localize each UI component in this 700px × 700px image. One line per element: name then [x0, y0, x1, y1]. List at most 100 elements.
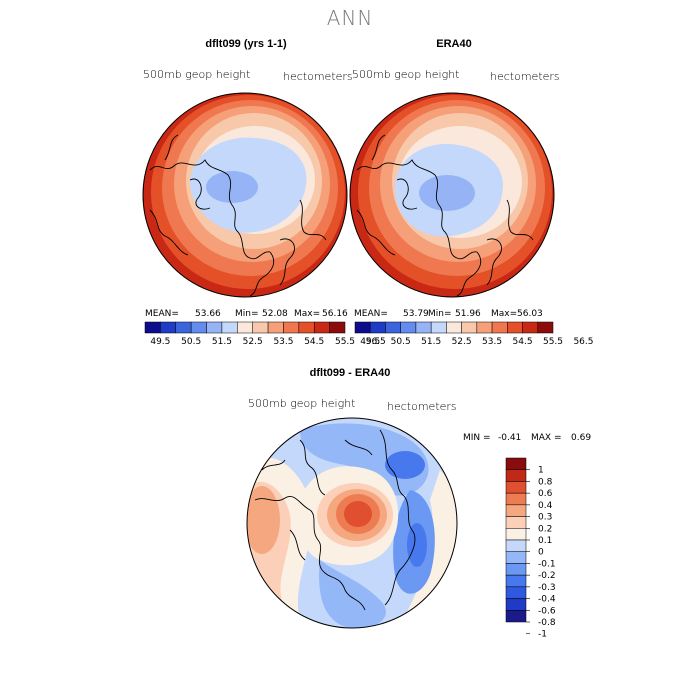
panel2-max-value: 56.03: [517, 309, 543, 319]
page-title: ANN: [326, 6, 374, 30]
colorbar-1-swatch: [537, 321, 554, 334]
map-boundary-2: [349, 92, 555, 298]
contour-band-8: [419, 175, 475, 211]
coastlines-3: [254, 429, 416, 611]
panel1-mean-label: MEAN=: [145, 309, 179, 319]
colorbar-1-swatch: [491, 321, 508, 334]
colorbar-2-swatch: [505, 492, 527, 506]
map-boundary-3: [246, 417, 458, 629]
colorbar-0-tick-label: 54.5: [304, 337, 324, 347]
panel3-units-label: hectometers: [387, 400, 457, 413]
colorbar-0-tick-label: 51.5: [212, 337, 232, 347]
colorbar-1-swatch: [507, 321, 523, 334]
colorbar-2-tick-label: -0.3: [538, 583, 556, 593]
colorbar-0-tick-label: 56.5: [366, 337, 386, 347]
colorbar-2-swatch: [505, 516, 527, 529]
colorbar-2-tick-label: -1: [538, 630, 547, 640]
contour-band-8: [206, 171, 258, 203]
colorbar-2-tick-label: -0.4: [538, 595, 556, 605]
panel3-min-label: MIN =: [463, 433, 491, 443]
colorbar-1-tick-label: 54.5: [513, 337, 533, 347]
colorbar-2-tick-label: 0.2: [538, 524, 552, 534]
colorbar-2-swatch: [505, 528, 527, 541]
map-difference: [247, 418, 457, 628]
coastlines-2: [356, 134, 534, 297]
colorbar-1-tick-label: 56.5: [573, 337, 593, 347]
panel2-min-label: Min=: [428, 309, 452, 319]
colorbar-1-swatch: [476, 321, 493, 334]
colorbar-2-swatch: [505, 539, 527, 552]
diff-positive-west-3: [247, 486, 280, 554]
panel1-units-label: hectometers: [283, 70, 353, 83]
colorbar-1-swatch: [354, 321, 371, 334]
panel3-min-value: -0.41: [498, 433, 522, 443]
diff-negative-south: [319, 560, 386, 628]
panel1-max-label: Max=: [294, 309, 321, 319]
colorbar-2-tick-label: -0.2: [538, 571, 556, 581]
colorbar-2-swatch: [505, 481, 527, 494]
colorbar-2-tick-label: 0.6: [538, 489, 553, 499]
map-boundary-1: [142, 92, 348, 298]
colorbar-0-swatch: [190, 321, 207, 334]
colorbar-1-tick-label: 53.5: [482, 337, 502, 347]
colorbar-2-tick-label: 0.8: [538, 477, 553, 487]
diff-negative-n-2: [385, 451, 425, 479]
colorbar-1-swatch: [415, 321, 432, 334]
colorbar-0-swatch: [283, 321, 300, 334]
panel1-min-value: 52.08: [262, 309, 288, 319]
colorbar-2-swatch: [505, 504, 527, 517]
panel3-title: dflt099 - ERA40: [309, 367, 391, 379]
colorbar-sequential-1: 49.5 50.5 51.5 52.5 53.5 54.5 55.5 56.5: [144, 321, 386, 347]
colorbar-0-tick-label: 55.5: [335, 337, 355, 347]
colorbar-0-swatch: [175, 321, 192, 334]
colorbar-2-tick-label: -0.8: [538, 618, 556, 628]
colorbar-1-tick-label: 52.5: [452, 337, 472, 347]
panel2-title: ERA40: [436, 38, 472, 50]
colorbar-2-swatch: [505, 457, 527, 470]
colorbar-0-swatch: [313, 321, 330, 334]
colorbar-0-tick-label: 49.5: [150, 337, 170, 347]
colorbar-1-swatch: [430, 321, 447, 334]
panel3-max-value: 0.69: [571, 433, 592, 443]
colorbar-1-swatch: [369, 321, 386, 334]
panel2-units-label: hectometers: [490, 70, 560, 83]
colorbar-0-swatch: [267, 321, 284, 334]
panel1-field-label: 500mb geop height: [143, 68, 251, 81]
map-era40: [350, 93, 554, 297]
colorbar-1-swatch: [400, 321, 417, 334]
panel2-mean-value: 53.79: [403, 309, 429, 319]
panel2-mean-label: MEAN=: [354, 309, 388, 319]
panel2-max-label: Max=: [491, 309, 518, 319]
colorbar-0-swatch: [160, 321, 177, 334]
map-dflt099: [143, 93, 347, 297]
panel1-min-label: Min=: [235, 309, 259, 319]
colorbar-2-tick-label: -0.1: [538, 559, 556, 569]
colorbar-2-tick-label: 0: [538, 548, 544, 558]
panel1-max-value: 56.16: [322, 309, 348, 319]
panel3-max-label: MAX =: [531, 433, 562, 443]
colorbar-1-swatch: [446, 321, 462, 334]
colorbar-1-tick-label: 51.5: [421, 337, 441, 347]
colorbar-0-tick-label: 50.5: [181, 337, 201, 347]
colorbar-0-swatch: [144, 321, 161, 334]
colorbar-0-swatch: [252, 321, 269, 334]
panel1-mean-value: 53.66: [195, 309, 221, 319]
colorbar-0-swatch: [237, 321, 253, 334]
panel1-title: dflt099 (yrs 1-1): [205, 38, 287, 50]
colorbar-0-tick-label: 52.5: [243, 337, 263, 347]
panel2-min-value: 51.96: [455, 309, 481, 319]
colorbar-1-swatch: [461, 321, 478, 334]
colorbar-2-swatch: [505, 469, 527, 482]
colorbar-diverging: 10.8 0.6 0.4 0.30.2 0.1 0-0.1 -0.2 -0.3 -0.4-0.6…: [505, 457, 556, 640]
colorbar-2-swatch: [505, 586, 527, 599]
coastlines-1: [149, 134, 327, 297]
colorbar-0-tick-label: 53.5: [273, 337, 293, 347]
colorbar-1-swatch: [522, 321, 539, 334]
colorbar-0-swatch: [298, 321, 315, 334]
panel2-field-label: 500mb geop height: [352, 68, 460, 81]
diff-negative-e-2: [407, 523, 427, 567]
colorbar-1-tick-label: 49.5: [360, 337, 380, 347]
colorbar-0-swatch: [329, 321, 346, 334]
colorbar-2-swatch: [505, 610, 527, 623]
